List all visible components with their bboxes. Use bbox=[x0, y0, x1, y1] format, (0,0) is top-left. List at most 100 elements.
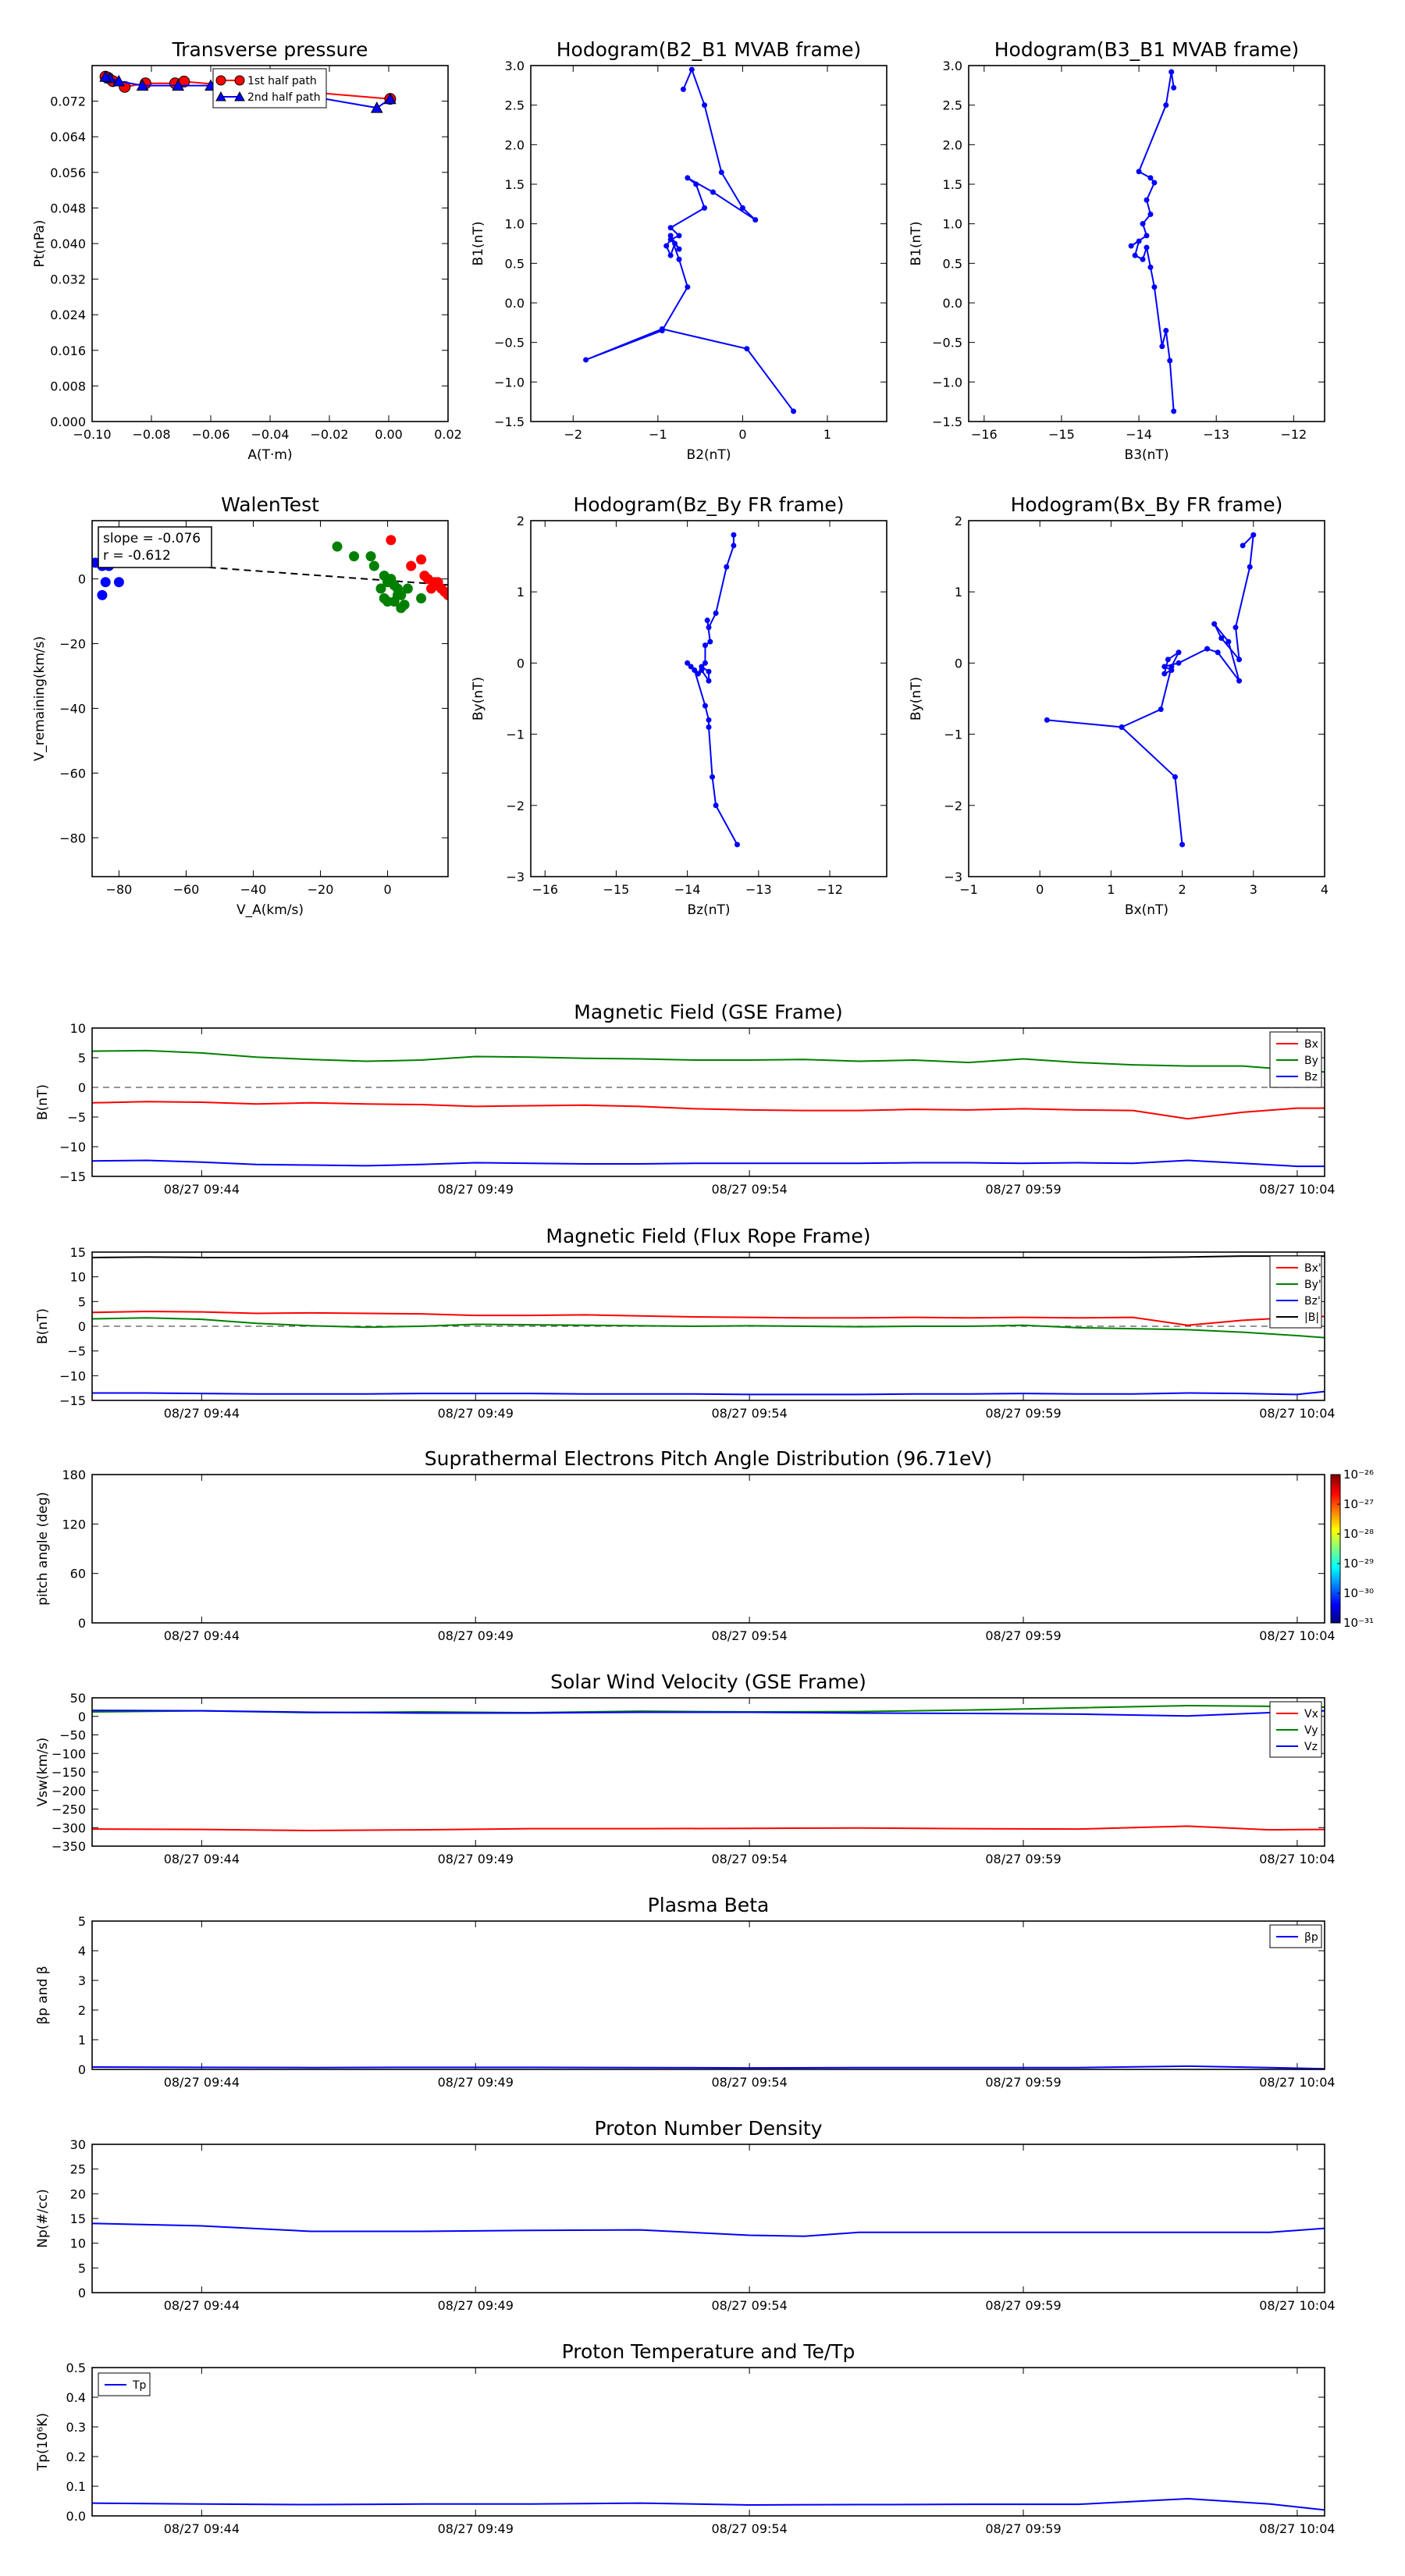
series-line bbox=[92, 1825, 1325, 1832]
data-point bbox=[744, 346, 750, 352]
data-point bbox=[112, 74, 126, 87]
plot-frame bbox=[91, 65, 449, 422]
y-tick-label: 10 bbox=[70, 1270, 86, 1285]
y-tick-label: 15 bbox=[70, 1245, 86, 1260]
chart-h3: Hodogram(Bz_By FR frame)−16 −15 −14 −13 −12−… bbox=[471, 493, 887, 918]
series-line bbox=[92, 1317, 1325, 1339]
chart-pt: Transverse pressure −0.10 −0.08 −0.06 −0.04 −… bbox=[32, 38, 462, 463]
y-tick-label: 0.040 bbox=[50, 237, 86, 251]
data-point bbox=[443, 589, 448, 600]
colorbar bbox=[1330, 1474, 1341, 1624]
colorbar-tick-label: 10⁻²⁹ bbox=[1343, 1557, 1374, 1571]
series-bx bbox=[92, 1310, 1325, 1326]
data-point bbox=[1215, 649, 1221, 656]
y-tick-label: −15 bbox=[59, 1393, 86, 1408]
series-by bbox=[92, 1317, 1325, 1339]
chart-pad: Suprathermal Electrons Pitch Angle Distr… bbox=[35, 1447, 1374, 1643]
data-point bbox=[1136, 169, 1142, 175]
data-point bbox=[1158, 706, 1164, 713]
data-point bbox=[734, 841, 740, 848]
series-bz bbox=[92, 1159, 1325, 1168]
y-tick-label: 3.0 bbox=[943, 59, 962, 73]
y-tick-label: 4 bbox=[78, 1944, 86, 1959]
y-tick-label: 0.064 bbox=[50, 130, 86, 144]
x-tick-label: 08/27 09:54 bbox=[711, 1406, 787, 1421]
y-tick-label: −60 bbox=[59, 766, 86, 781]
x-tick-label: 08/27 09:59 bbox=[985, 1628, 1061, 1643]
legend: Vx Vy Vz bbox=[1269, 1701, 1322, 1758]
x-tick-label: 08/27 09:59 bbox=[985, 1182, 1061, 1197]
data-point bbox=[706, 678, 712, 684]
x-tick-label: 08/27 09:59 bbox=[985, 2521, 1061, 2536]
data-point bbox=[1161, 671, 1168, 677]
x-tick-label: 08/27 09:44 bbox=[164, 1852, 240, 1866]
legend-marker bbox=[234, 91, 245, 101]
colorbar-tick-label: 10⁻³¹ bbox=[1343, 1616, 1374, 1630]
data-point bbox=[1144, 233, 1150, 239]
data-point bbox=[432, 577, 443, 588]
series-line bbox=[92, 1049, 1325, 1073]
x-tick-label: −15 bbox=[1048, 427, 1075, 442]
y-tick-label: 3 bbox=[78, 1973, 86, 1988]
plot-frame bbox=[530, 65, 887, 422]
data-point bbox=[1163, 327, 1169, 333]
data-layer bbox=[92, 1049, 1325, 1168]
plot-area bbox=[531, 521, 887, 877]
data-layer bbox=[685, 532, 740, 848]
y-tick-label: 2 bbox=[78, 2003, 86, 2018]
data-layer bbox=[583, 66, 797, 415]
data-point bbox=[713, 610, 719, 617]
data-point bbox=[1167, 358, 1173, 364]
legend-label: 2nd half path bbox=[247, 91, 321, 104]
data-point bbox=[667, 237, 674, 243]
data-point bbox=[1147, 212, 1154, 218]
data-point bbox=[425, 583, 436, 594]
legend-label: Bx' bbox=[1304, 1262, 1321, 1275]
y-tick-label: −3 bbox=[944, 870, 962, 884]
data-point bbox=[1250, 532, 1257, 538]
data-point bbox=[1171, 408, 1177, 415]
y-tick-label: 5 bbox=[78, 1914, 86, 1929]
data-point bbox=[702, 205, 708, 211]
series-line bbox=[92, 2497, 1325, 2511]
y-tick-label: −5 bbox=[67, 1344, 86, 1359]
chart-title: Suprathermal Electrons Pitch Angle Distr… bbox=[425, 1447, 992, 1470]
data-point bbox=[100, 577, 111, 588]
data-point bbox=[1236, 678, 1243, 684]
x-tick-label: 08/27 09:49 bbox=[438, 1406, 514, 1421]
x-tick-label: 08/27 09:44 bbox=[164, 1182, 240, 1197]
legend-marker bbox=[234, 75, 245, 86]
series-line bbox=[92, 1255, 1325, 1258]
data-point bbox=[375, 583, 386, 594]
x-tick-label: 1 bbox=[1107, 882, 1115, 897]
data-point bbox=[702, 703, 708, 709]
x-tick-label: −0.02 bbox=[310, 427, 348, 442]
y-tick-label: 0.1 bbox=[66, 2479, 86, 2494]
y-axis-label: Np(#/cc) bbox=[35, 2189, 51, 2247]
y-tick-label: −10 bbox=[59, 1368, 86, 1383]
annotation-text: r = -0.612 bbox=[103, 548, 171, 564]
legend: Bx By Bz bbox=[1269, 1031, 1322, 1088]
data-point bbox=[706, 717, 712, 723]
y-tick-label: 0 bbox=[78, 2286, 86, 2300]
data-layer bbox=[92, 1704, 1325, 1832]
y-tick-label: 0 bbox=[78, 1319, 86, 1334]
data-point bbox=[416, 592, 427, 603]
y-tick-label: 0 bbox=[78, 1710, 86, 1724]
chart-title: Magnetic Field (GSE Frame) bbox=[574, 1001, 842, 1023]
x-tick-label: 3 bbox=[1250, 882, 1257, 897]
y-tick-label: −20 bbox=[59, 637, 86, 652]
x-tick-label: 08/27 09:54 bbox=[711, 1852, 787, 1866]
x-tick-label: 08/27 09:49 bbox=[438, 1628, 514, 1643]
x-tick-label: −13 bbox=[745, 882, 772, 897]
chart-title: WalenTest bbox=[221, 493, 319, 516]
y-tick-label: 1.0 bbox=[943, 217, 962, 232]
x-tick-label: −0.06 bbox=[191, 427, 229, 442]
y-axis-label: B(nT) bbox=[35, 1084, 51, 1120]
data-layer bbox=[1044, 532, 1257, 848]
y-tick-label: −40 bbox=[59, 701, 86, 716]
x-tick-label: −80 bbox=[106, 882, 133, 897]
x-tick-label: 08/27 10:04 bbox=[1259, 1852, 1335, 1866]
data-point bbox=[706, 668, 712, 674]
x-tick-label: 08/27 10:04 bbox=[1259, 2075, 1335, 2090]
